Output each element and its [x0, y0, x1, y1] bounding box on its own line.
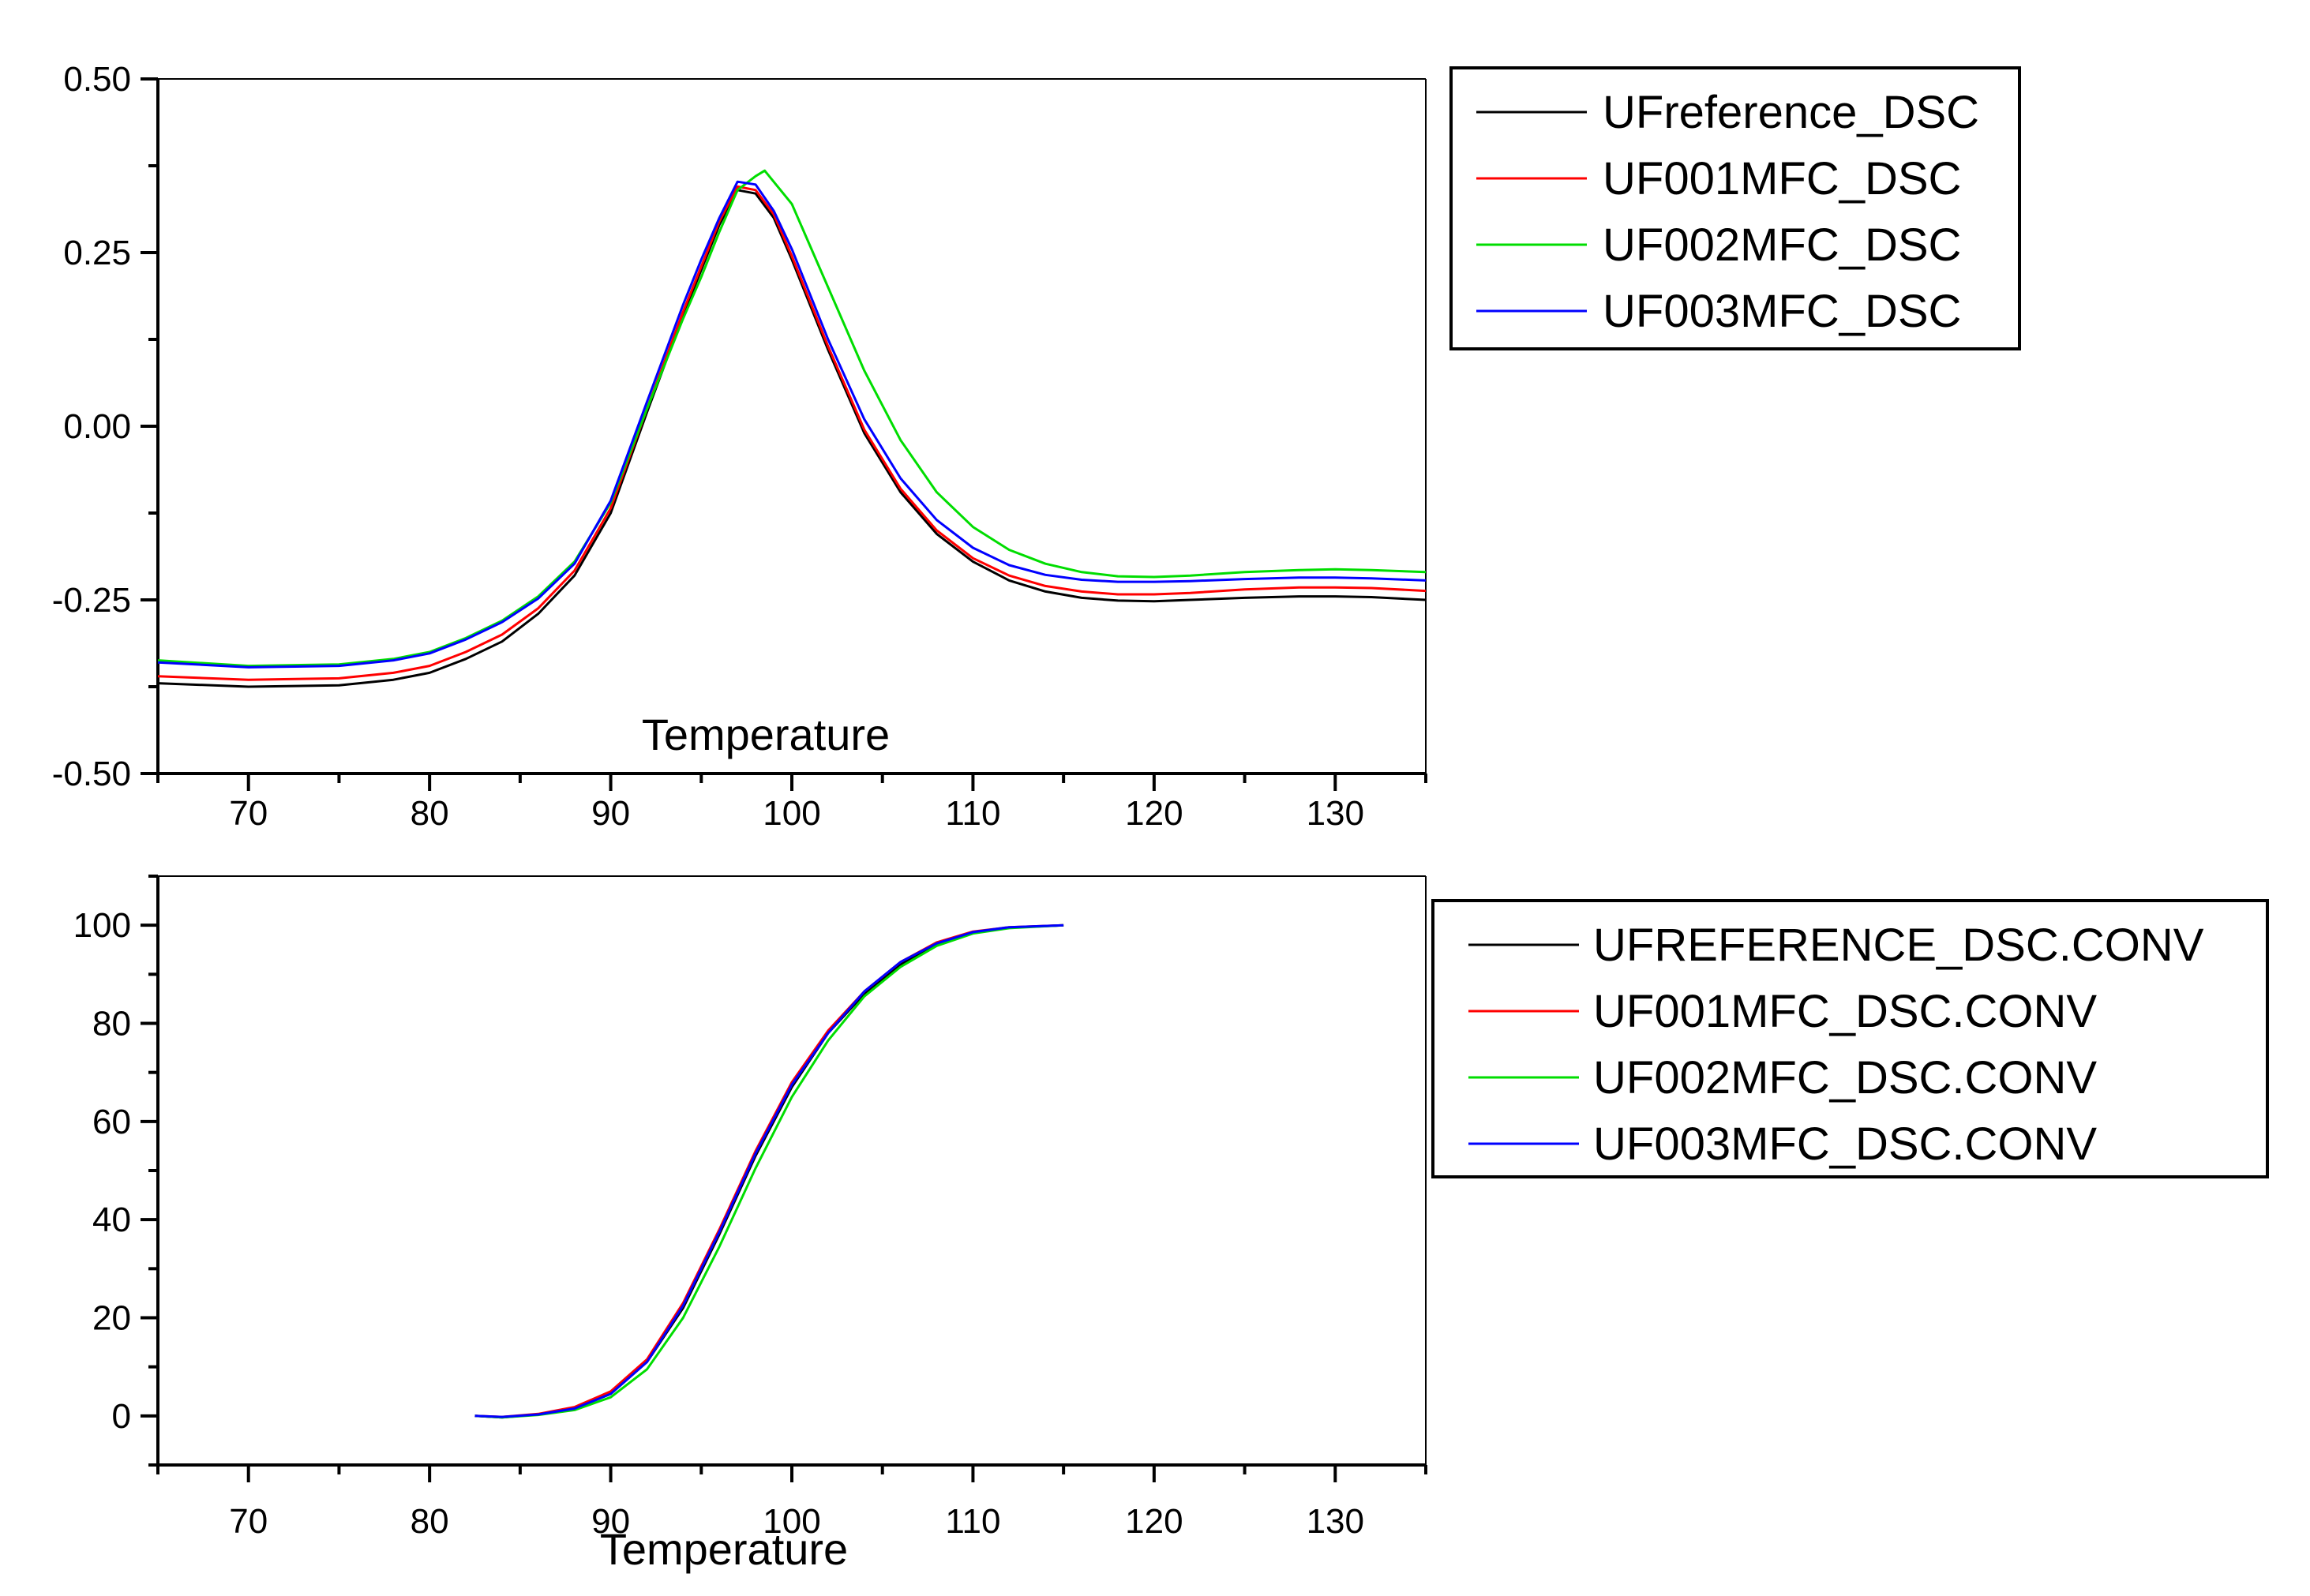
conv-x-tick-label: 130: [1307, 1502, 1364, 1541]
conv-y-tick-label: 100: [73, 906, 131, 945]
dsc-legend-label-4: UF003MFC_DSC: [1603, 286, 1961, 337]
conv-x-tick-label: 110: [945, 1502, 1000, 1541]
conv-y-tick-label: 60: [92, 1103, 131, 1141]
dsc-y-tick-label: -0.50: [52, 755, 131, 793]
conv-series-line-1: [474, 924, 1064, 1419]
dsc-x-tick-label: 110: [945, 794, 1000, 833]
conv-series-line-2: [474, 924, 1064, 1418]
dsc-x-tick-label: 80: [411, 794, 449, 833]
dsc-series-line-3: [157, 169, 1427, 668]
conv-y-tick-label: 40: [92, 1201, 131, 1239]
conv-series-line-4: [474, 924, 1064, 1418]
dsc-legend: UFreference_DSC UF001MFC_DSC UF002MFC_DSC U…: [1449, 66, 2021, 350]
dsc-x-tick-label: 90: [591, 794, 630, 833]
conv-legend-label-3: UF002MFC_DSC.CONV: [1593, 1052, 2097, 1103]
dsc-x-tick-label: 130: [1307, 794, 1364, 833]
conv-x-tick-label: 70: [229, 1502, 268, 1541]
dsc-x-tick-label: 120: [1125, 794, 1183, 833]
conv-legend-box: [1431, 899, 2269, 1178]
dsc-series-line-1: [157, 189, 1427, 688]
dsc-legend-label-3: UF002MFC_DSC: [1603, 219, 1961, 271]
conv-x-tick-label: 90: [591, 1502, 630, 1541]
conv-y-tick-label: 80: [92, 1005, 131, 1043]
dsc-legend-label-2: UF001MFC_DSC: [1603, 153, 1961, 204]
conv-x-tick-label: 100: [763, 1502, 820, 1541]
dsc-x-tick-label: 70: [229, 794, 268, 833]
dsc-conversion-chart: 70 80 90 100 110 120 130020406080100Temperatur…: [73, 875, 1427, 1574]
conversion-legend: UFREFERENCE_DSC.CONV UF001MFC_DSC.CONV UF0…: [1431, 899, 2269, 1178]
conv-x-tick-label: 80: [411, 1502, 449, 1541]
conv-legend-label-2: UF001MFC_DSC.CONV: [1593, 986, 2097, 1037]
dsc-y-tick-label: 0.50: [63, 60, 131, 99]
dsc-y-tick-label: -0.25: [52, 581, 131, 620]
dsc-y-tick-label: 0.25: [63, 234, 131, 272]
conv-y-tick-label: 20: [92, 1299, 131, 1338]
conv-series-line-3: [474, 924, 1064, 1419]
conv-x-axis-title: Temperature: [600, 1524, 848, 1574]
dsc-legend-label-1: UFreference_DSC: [1603, 87, 1979, 138]
conv-legend-label-1: UFREFERENCE_DSC.CONV: [1593, 920, 2204, 971]
dsc-heat-flow-chart: 70 80 90 100 110 120 130 -0.50 -0.25 0.00 0.25 0.50…: [52, 60, 1427, 833]
dsc-y-tick-label: 0.00: [63, 407, 131, 446]
dsc-x-axis-title: Temperature: [642, 710, 890, 759]
dsc-x-tick-label: 100: [763, 794, 820, 833]
conv-y-tick-label: 0: [112, 1397, 131, 1436]
conv-legend-label-4: UF003MFC_DSC.CONV: [1593, 1118, 2097, 1170]
conv-x-tick-label: 120: [1125, 1502, 1183, 1541]
dsc-legend-box: [1449, 66, 2021, 350]
dsc-series-line-4: [157, 180, 1427, 669]
dsc-series-line-2: [157, 185, 1427, 681]
